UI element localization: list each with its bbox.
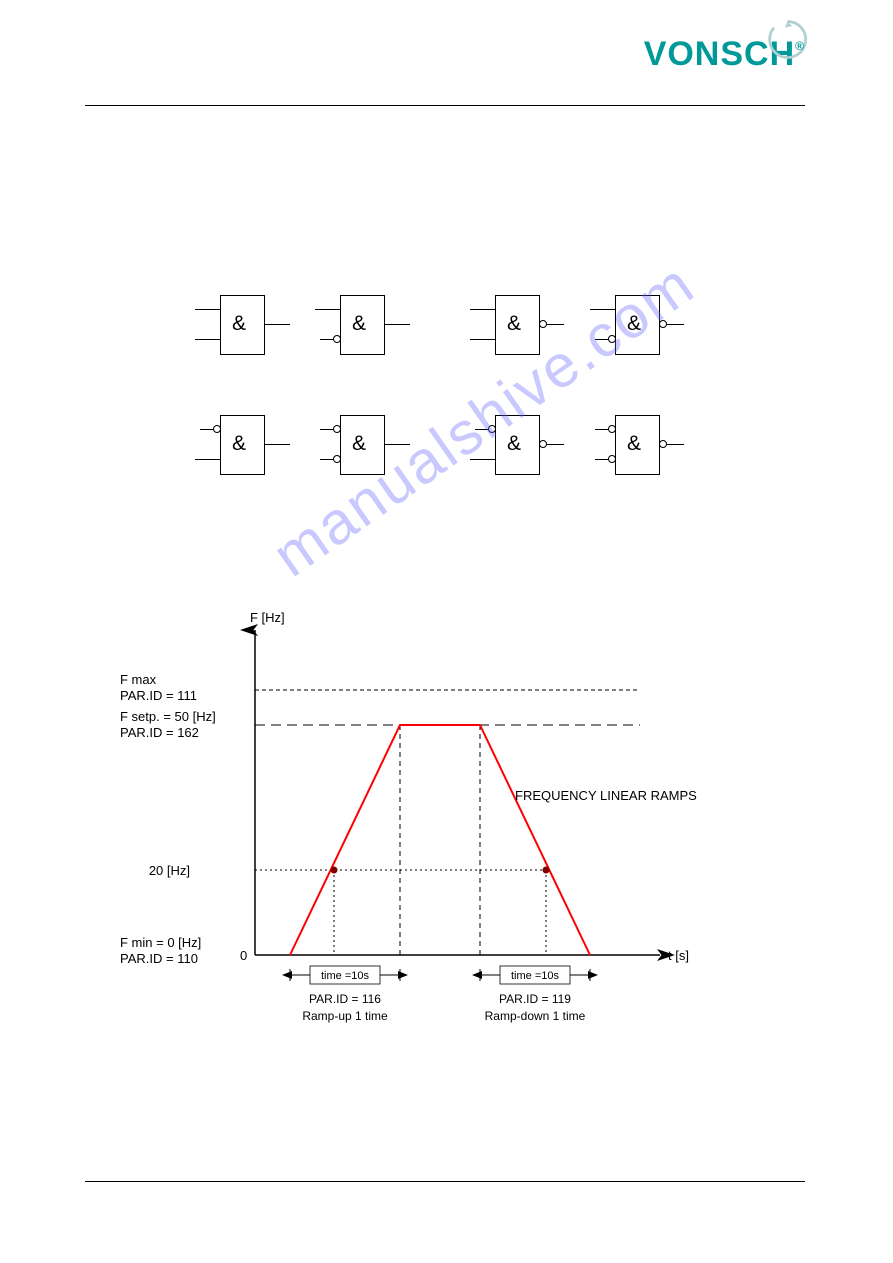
svg-text:F max: F max bbox=[120, 672, 157, 687]
chart-svg: time =10stime =10sF [Hz]t [s]0F maxPAR.I… bbox=[120, 590, 770, 1060]
and-gate: & bbox=[195, 295, 240, 355]
svg-text:Ramp-down 1 time: Ramp-down 1 time bbox=[485, 1009, 586, 1023]
svg-text:Ramp-up 1 time: Ramp-up 1 time bbox=[302, 1009, 388, 1023]
and-gate: & bbox=[195, 415, 240, 475]
svg-text:PAR.ID = 116: PAR.ID = 116 bbox=[309, 992, 381, 1006]
svg-text:0: 0 bbox=[240, 948, 247, 963]
and-gate: & bbox=[590, 415, 635, 475]
svg-text:PAR.ID = 110: PAR.ID = 110 bbox=[120, 951, 198, 966]
svg-text:t [s]: t [s] bbox=[668, 948, 689, 963]
svg-text:20 [Hz]: 20 [Hz] bbox=[149, 863, 190, 878]
and-gate: & bbox=[470, 295, 515, 355]
header-rule bbox=[85, 105, 805, 106]
footer-rule bbox=[85, 1181, 805, 1182]
svg-text:FREQUENCY LINEAR RAMPS: FREQUENCY LINEAR RAMPS bbox=[515, 788, 697, 803]
svg-text:time =10s: time =10s bbox=[511, 970, 559, 982]
logo-reg: ® bbox=[795, 39, 805, 53]
svg-text:F [Hz]: F [Hz] bbox=[250, 610, 285, 625]
svg-text:F setp. = 50 [Hz]: F setp. = 50 [Hz] bbox=[120, 709, 216, 724]
svg-text:PAR.ID = 111: PAR.ID = 111 bbox=[120, 688, 197, 703]
and-gate: & bbox=[315, 415, 360, 475]
svg-text:PAR.ID = 119: PAR.ID = 119 bbox=[499, 992, 571, 1006]
and-gate: & bbox=[315, 295, 360, 355]
svg-text:F min = 0 [Hz]: F min = 0 [Hz] bbox=[120, 935, 201, 950]
and-gate: & bbox=[470, 415, 515, 475]
svg-text:PAR.ID = 162: PAR.ID = 162 bbox=[120, 725, 199, 740]
brand-logo: VONSCH® bbox=[644, 35, 805, 74]
svg-text:time =10s: time =10s bbox=[321, 970, 369, 982]
and-gate: & bbox=[590, 295, 635, 355]
frequency-ramps-chart: time =10stime =10sF [Hz]t [s]0F maxPAR.I… bbox=[120, 590, 770, 1040]
